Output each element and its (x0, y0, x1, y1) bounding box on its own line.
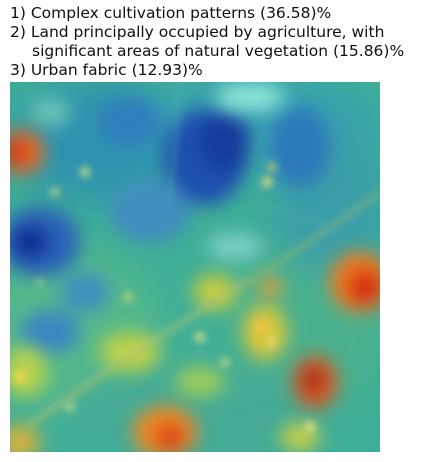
aerial-heatmap-image (10, 82, 380, 452)
caption-line-4: 3) Urban fabric (12.93)% (10, 61, 203, 79)
prediction-caption: 1) Complex cultivation patterns (36.58)%… (10, 4, 440, 80)
caption-line-2: 2) Land principally occupied by agricult… (10, 23, 385, 41)
caption-line-1: 1) Complex cultivation patterns (36.58)% (10, 4, 332, 22)
caption-line-3: significant areas of natural vegetation … (32, 42, 405, 60)
heatmap-overlay (10, 82, 380, 452)
